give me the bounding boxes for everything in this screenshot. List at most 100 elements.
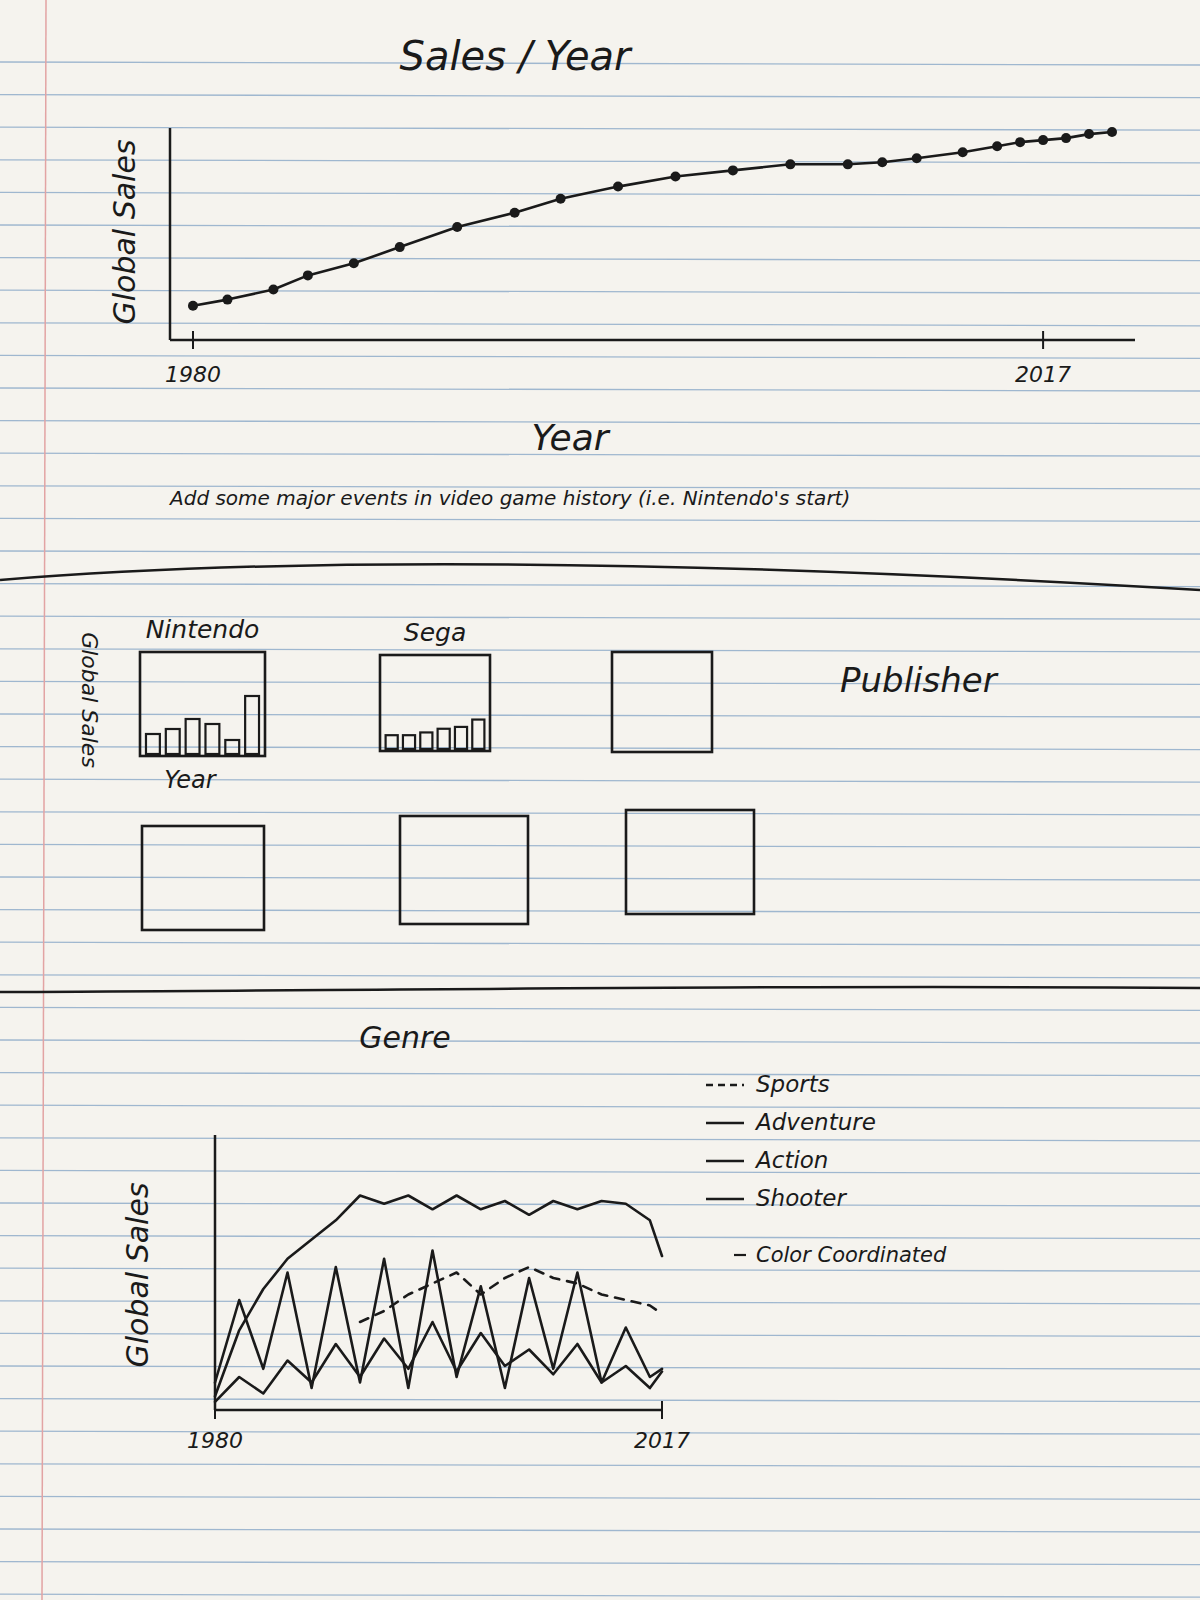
x-axis [215, 1409, 662, 1412]
ruled-line [0, 323, 1200, 326]
ruled-line [0, 681, 1200, 684]
legend-label: Sports [756, 1071, 830, 1097]
plot-marks [188, 127, 1117, 311]
series-line [215, 1322, 662, 1402]
bar [455, 727, 467, 749]
ruled-line [0, 812, 1200, 815]
ruled-line [0, 1268, 1200, 1271]
divider [0, 564, 1200, 590]
point [670, 171, 680, 181]
ruled-line [0, 1040, 1200, 1043]
paper [0, 0, 1200, 1600]
sheet: 19802017Sales / YearYearGlobal SalesAdd … [0, 0, 1200, 1600]
ruled-line [0, 1073, 1200, 1076]
ruled-line [0, 225, 1200, 228]
ruled-line [0, 290, 1200, 293]
ruled-line [0, 258, 1200, 261]
point [843, 159, 853, 169]
ruled-line [0, 127, 1200, 130]
point [1038, 135, 1048, 145]
ruled-line [0, 192, 1200, 195]
ruled-line [0, 1431, 1200, 1434]
bar [472, 720, 484, 749]
ruled-line [0, 1366, 1200, 1369]
ruled-line [0, 1236, 1200, 1239]
point [556, 194, 566, 204]
point [222, 295, 232, 305]
ruled-line [0, 844, 1200, 847]
plot-marks [215, 1196, 662, 1402]
legend-swatch [706, 1122, 744, 1124]
legend-label: Shooter [756, 1185, 847, 1211]
chart-title: Publisher [840, 660, 999, 700]
point [785, 159, 795, 169]
ruled-line [0, 714, 1200, 717]
bar [245, 696, 259, 754]
point [992, 141, 1002, 151]
panel-frame [400, 816, 528, 924]
x-axis-label: Year [531, 417, 610, 458]
point [188, 301, 198, 311]
panel-title: Sega [404, 618, 466, 647]
ruled-line [0, 1105, 1200, 1108]
y-axis-label: Global Sales [107, 139, 142, 324]
point [1061, 133, 1071, 143]
x-tick [1042, 331, 1044, 349]
point [268, 285, 278, 295]
point [912, 153, 922, 163]
point [877, 157, 887, 167]
bar [186, 719, 200, 754]
bar [438, 729, 450, 749]
x-tick-label: 2017 [634, 1428, 690, 1453]
ruled-line [0, 1007, 1200, 1010]
series-line [193, 132, 1112, 306]
point [1015, 137, 1025, 147]
bar [225, 740, 239, 754]
point [510, 208, 520, 218]
point [613, 182, 623, 192]
ruled-line [0, 942, 1200, 945]
bar [420, 732, 432, 749]
divider [0, 987, 1200, 992]
panel-frame [380, 655, 490, 751]
point [1084, 129, 1094, 139]
x-axis-label: Year [164, 766, 217, 794]
y-axis-label: Global Sales [77, 632, 102, 768]
legend-label: Adventure [754, 1109, 876, 1135]
ruled-line [0, 1170, 1200, 1173]
ruled-line [0, 584, 1200, 587]
note-dash [734, 1254, 746, 1256]
x-tick [214, 1401, 216, 1419]
chart-title: Genre [359, 1020, 451, 1055]
annotation: Add some major events in video game hist… [168, 486, 850, 510]
y-axis [214, 1135, 217, 1410]
margin-line [42, 0, 46, 1600]
point [349, 258, 359, 268]
ruled-line [0, 1203, 1200, 1206]
ruled-line [0, 1594, 1200, 1597]
series-line [360, 1267, 662, 1322]
panel-bars [386, 720, 485, 749]
panel-bars [146, 696, 259, 754]
ruled-line [0, 1496, 1200, 1499]
note: Color Coordinated [756, 1243, 947, 1267]
point [303, 270, 313, 280]
point [728, 165, 738, 175]
legend-swatch [706, 1160, 744, 1162]
ruled-line [0, 975, 1200, 978]
panel-frame [140, 652, 265, 756]
bar [146, 734, 160, 754]
bar [166, 729, 180, 754]
chart-title: Sales / Year [400, 33, 634, 79]
bar [205, 724, 219, 754]
legend-label: Action [754, 1147, 828, 1173]
legend-swatch [706, 1198, 744, 1200]
ruled-line [0, 355, 1200, 358]
panel-frame [612, 652, 712, 752]
x-axis [170, 339, 1135, 342]
ruled-line [0, 1333, 1200, 1336]
legend-swatch [706, 1084, 744, 1086]
point [1107, 127, 1117, 137]
point [452, 222, 462, 232]
ruled-line [0, 1399, 1200, 1402]
